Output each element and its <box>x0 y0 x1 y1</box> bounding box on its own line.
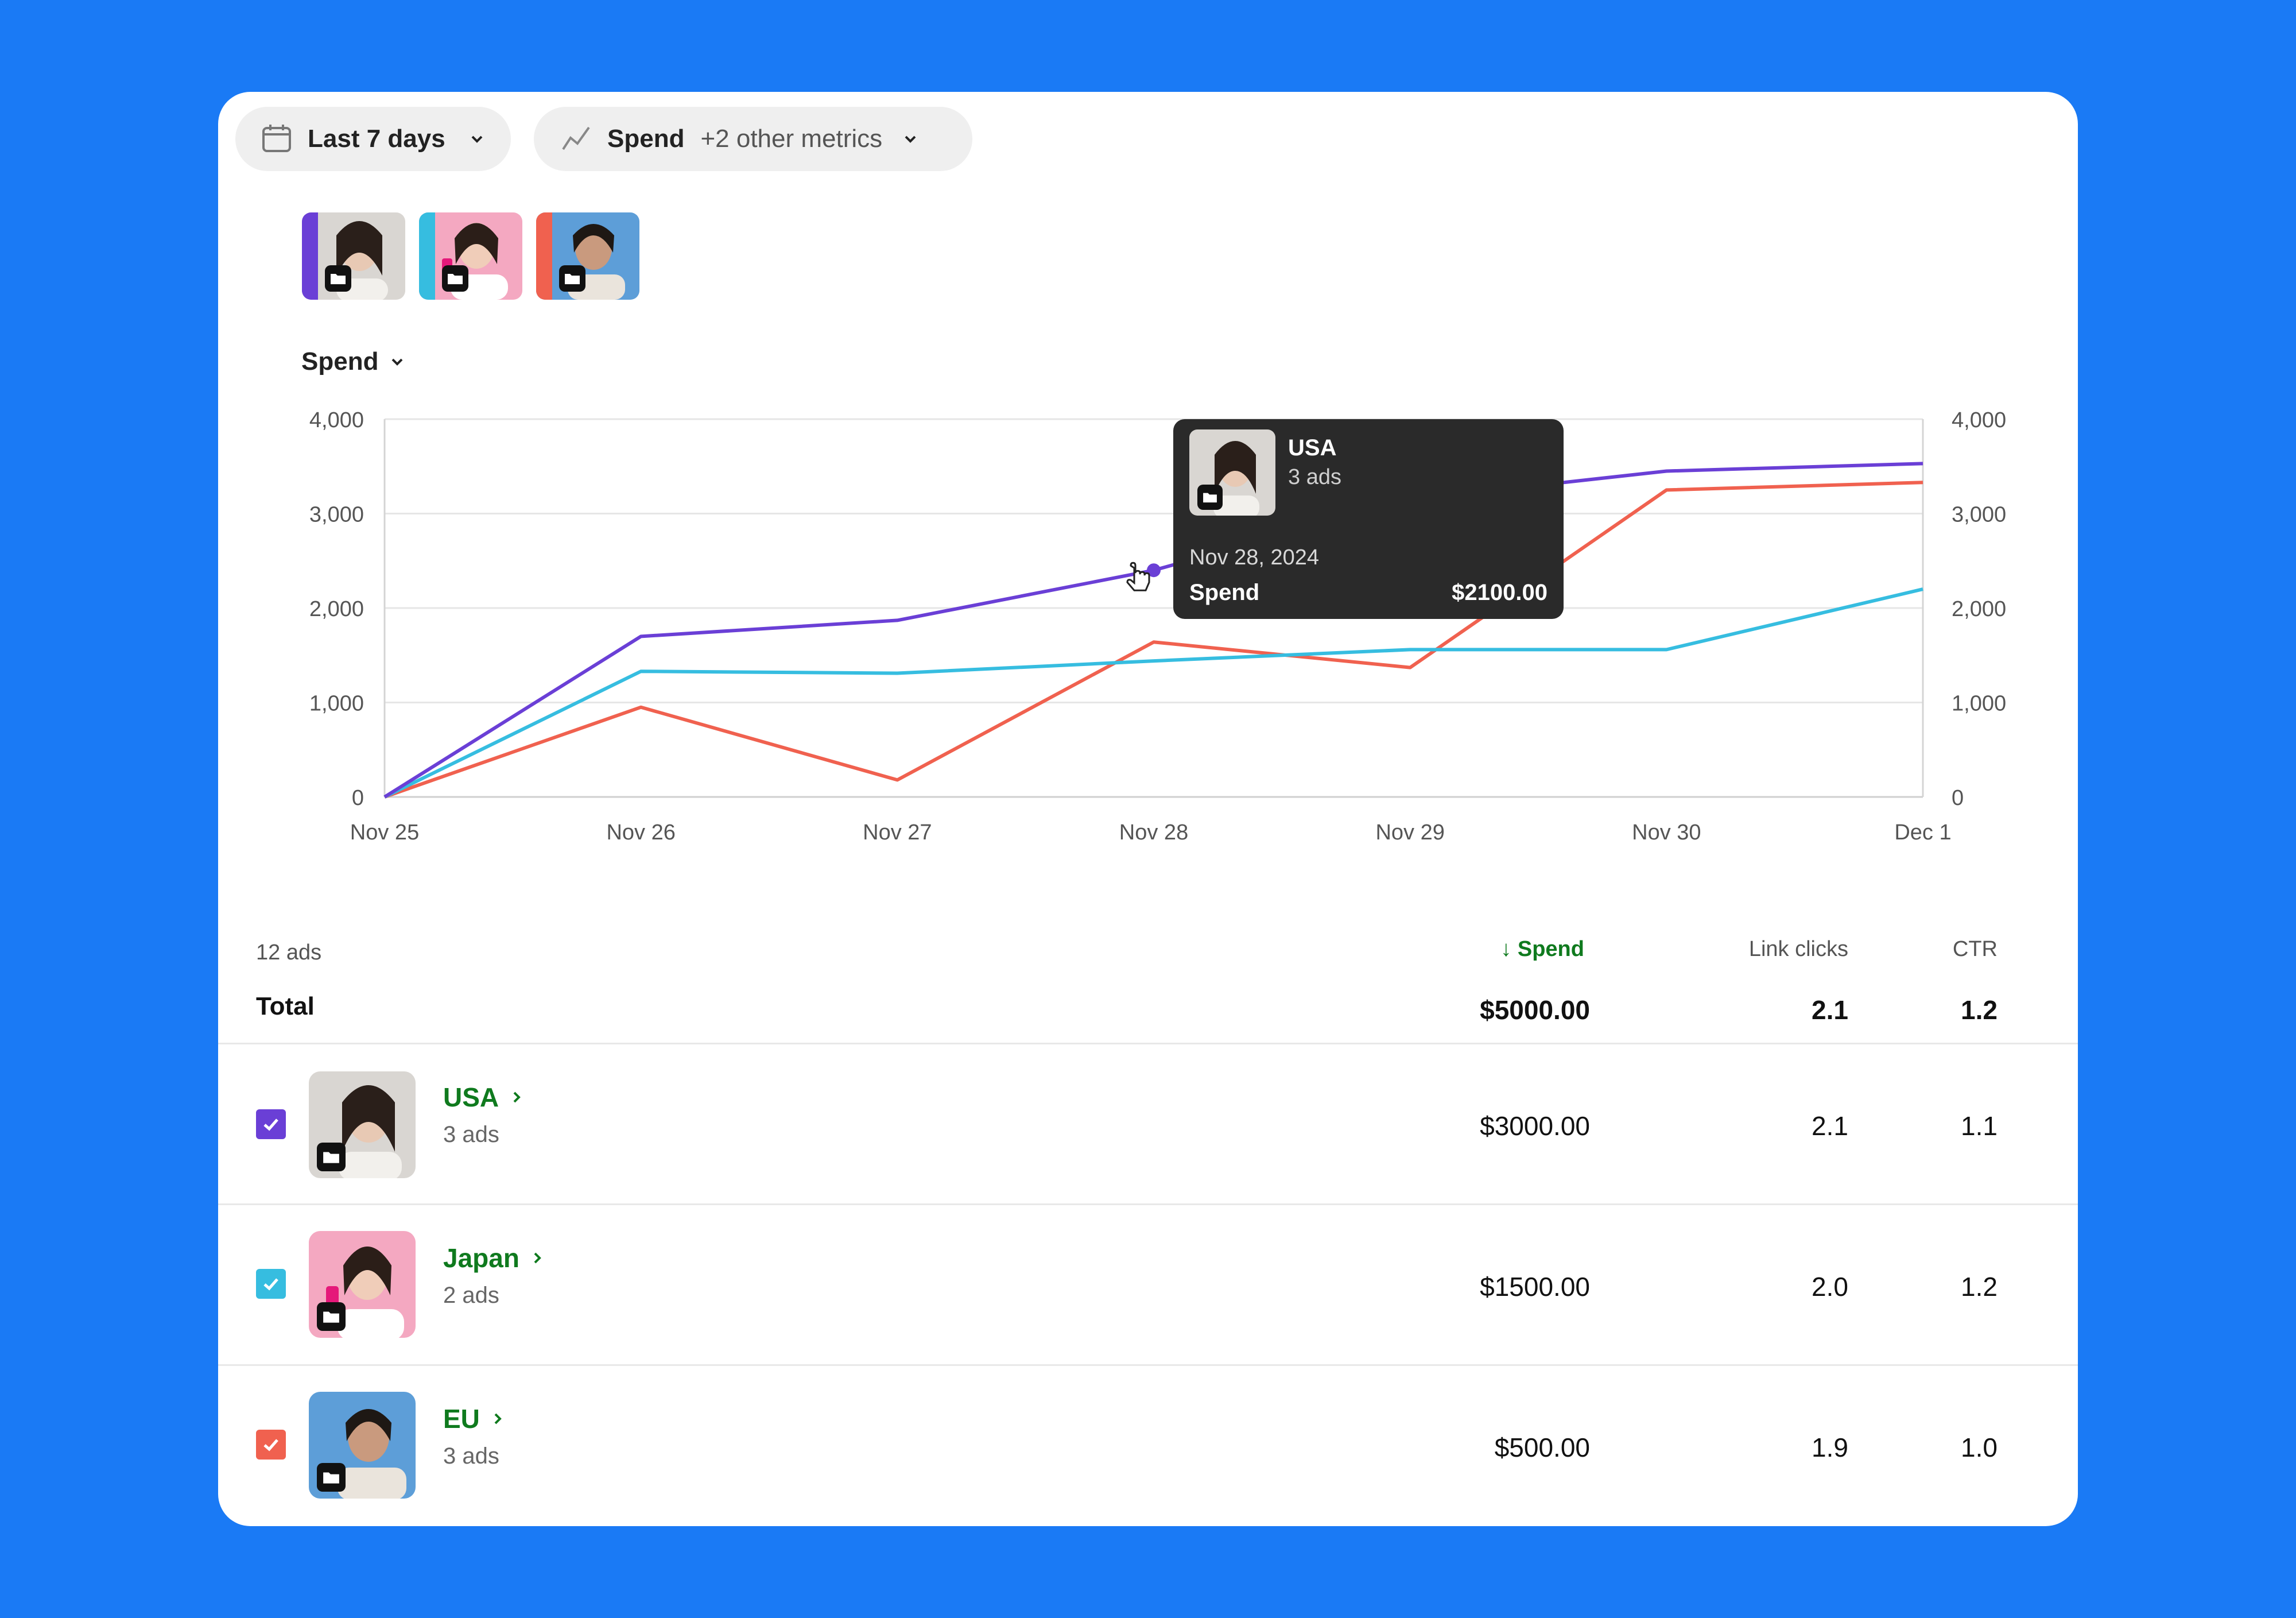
y-tick-label-right: 0 <box>1952 786 1964 810</box>
link-clicks-column-header[interactable]: Link clicks <box>1748 937 1848 961</box>
chevron-right-icon <box>513 1091 521 1103</box>
y-tick-label-right: 3,000 <box>1952 503 2006 527</box>
row-ctr: 1.1 <box>1961 1111 1998 1141</box>
tooltip-thumbnail <box>1189 429 1275 516</box>
row-ctr: 1.0 <box>1961 1433 1998 1462</box>
folder-icon <box>442 265 468 292</box>
divider <box>218 1043 2078 1044</box>
table-row[interactable]: Japan 2 ads $1500.00 2.0 1.2 <box>218 1206 2078 1365</box>
chevron-down-icon <box>905 136 916 143</box>
row-thumbnail <box>309 1071 416 1178</box>
folder-icon <box>325 265 351 292</box>
y-tick-label-left: 0 <box>352 786 364 810</box>
ad-count: 12 ads <box>256 940 322 965</box>
tooltip-name: USA <box>1288 435 1337 460</box>
y-tick-label-right: 1,000 <box>1952 692 2006 716</box>
date-range-dropdown[interactable]: Last 7 days <box>235 107 511 171</box>
chevron-right-icon <box>494 1413 502 1425</box>
thumbnail-usa[interactable] <box>302 212 405 300</box>
thumbnail-eu[interactable] <box>536 212 639 300</box>
row-name: Japan <box>443 1243 519 1273</box>
ctr-column-header[interactable]: CTR <box>1952 937 1998 961</box>
total-spend: $5000.00 <box>1480 995 1590 1025</box>
row-spend: $3000.00 <box>1480 1111 1590 1141</box>
y-tick-label-left: 4,000 <box>309 408 364 432</box>
divider <box>218 1364 2078 1366</box>
metrics-dropdown[interactable]: Spend +2 other metrics <box>534 107 972 171</box>
check-icon <box>263 1439 278 1451</box>
chevron-right-icon <box>534 1252 541 1264</box>
metric-extra: +2 other metrics <box>700 125 883 153</box>
row-thumbnail <box>309 1231 416 1338</box>
series-line-japan <box>383 587 1923 799</box>
folder-icon <box>559 265 585 292</box>
tooltip-date: Nov 28, 2024 <box>1189 545 1320 570</box>
check-icon <box>263 1118 278 1131</box>
row-sub: 3 ads <box>443 1122 499 1147</box>
tooltip-value: $2100.00 <box>1452 580 1548 605</box>
y-tick-label-left: 2,000 <box>309 597 364 621</box>
row-link-clicks: 2.0 <box>1812 1272 1848 1302</box>
folder-icon <box>1197 485 1223 510</box>
row-link-clicks: 2.1 <box>1812 1111 1848 1141</box>
x-tick-label: Nov 30 <box>1632 820 1701 845</box>
row-thumbnail <box>309 1392 416 1499</box>
spend-column-header[interactable]: ↓ Spend <box>1500 937 1584 961</box>
x-tick-label: Nov 26 <box>606 820 675 845</box>
total-link-clicks: 2.1 <box>1812 995 1848 1025</box>
folder-icon <box>317 1302 346 1331</box>
tooltip-sub: 3 ads <box>1288 465 1341 489</box>
total-label: Total <box>256 992 315 1020</box>
chevron-down-icon <box>471 136 483 143</box>
chevron-down-icon <box>392 358 403 366</box>
y-tick-label-right: 4,000 <box>1952 408 2006 432</box>
date-range-label: Last 7 days <box>308 125 445 153</box>
table-row[interactable]: EU 3 ads $500.00 1.9 1.0 <box>218 1367 2078 1526</box>
row-name-link[interactable]: EU <box>443 1403 506 1434</box>
series-line-eu <box>384 481 1923 799</box>
row-sub: 2 ads <box>443 1283 499 1308</box>
photo-japan <box>419 212 522 300</box>
row-spend: $500.00 <box>1494 1433 1590 1462</box>
y-tick-label-right: 2,000 <box>1952 597 2006 621</box>
x-tick-label: Nov 29 <box>1375 820 1444 845</box>
check-icon <box>263 1278 278 1291</box>
photo-eu <box>536 212 639 300</box>
tooltip-metric: Spend <box>1189 580 1260 605</box>
photo-usa <box>302 212 405 300</box>
x-tick-label: Nov 25 <box>350 820 419 845</box>
row-name: USA <box>443 1082 499 1112</box>
spend-line-chart: 0 0 1,000 1,000 2,000 2,000 3,000 3,000 4,000 4,0… <box>309 408 2006 845</box>
row-name-link[interactable]: Japan <box>443 1242 546 1274</box>
x-tick-label: Nov 27 <box>863 820 932 845</box>
report-card: Last 7 days Spend +2 other metrics <box>218 92 2078 1526</box>
row-spend: $1500.00 <box>1480 1272 1590 1302</box>
x-tick-label: Nov 28 <box>1119 820 1188 845</box>
row-name-link[interactable]: USA <box>443 1082 525 1113</box>
table-row[interactable]: USA 3 ads $3000.00 2.1 1.1 <box>218 1045 2078 1205</box>
chart-metric-select[interactable]: Spend <box>301 347 406 376</box>
row-checkbox[interactable] <box>256 1269 286 1299</box>
folder-icon <box>317 1143 346 1171</box>
pointer-cursor-icon <box>1126 562 1150 591</box>
hover-point <box>1147 563 1161 578</box>
chart-metric-label: Spend <box>301 347 379 376</box>
y-tick-label-left: 3,000 <box>309 503 364 527</box>
row-checkbox[interactable] <box>256 1109 286 1139</box>
line-chart-icon <box>562 126 590 150</box>
metric-label: Spend <box>607 125 685 153</box>
folder-icon <box>317 1463 346 1492</box>
x-tick-label: Dec 1 <box>1894 820 1951 845</box>
y-tick-label-left: 1,000 <box>309 692 364 716</box>
row-ctr: 1.2 <box>1961 1272 1998 1302</box>
chart-tooltip: USA 3 ads Nov 28, 2024 Spend $2100.00 <box>1173 419 1564 619</box>
row-checkbox[interactable] <box>256 1430 286 1460</box>
row-link-clicks: 1.9 <box>1812 1433 1848 1462</box>
calendar-icon <box>262 125 291 152</box>
divider <box>218 1203 2078 1205</box>
total-ctr: 1.2 <box>1961 995 1998 1025</box>
thumbnail-japan[interactable] <box>419 212 522 300</box>
row-name: EU <box>443 1404 480 1434</box>
row-sub: 3 ads <box>443 1443 499 1469</box>
